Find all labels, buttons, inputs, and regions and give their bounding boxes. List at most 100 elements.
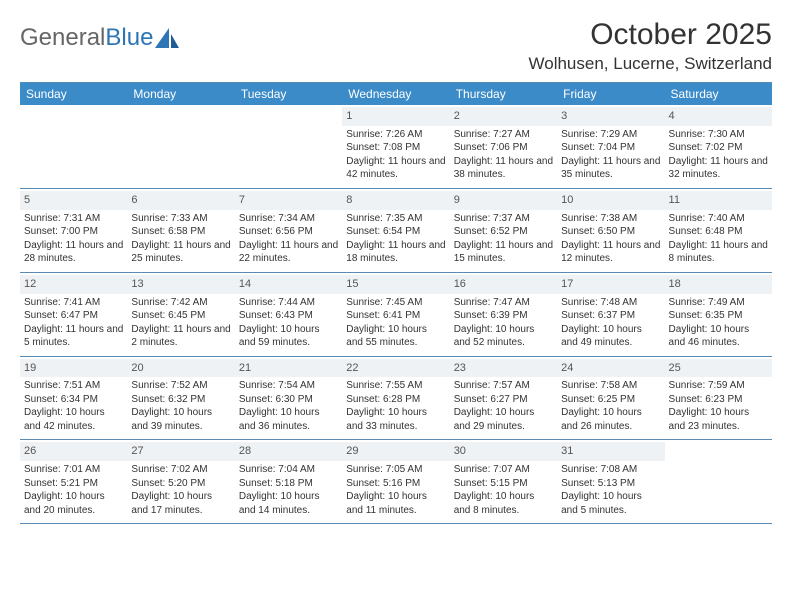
sunset-text: Sunset: 6:39 PM — [454, 309, 553, 323]
day-number: 13 — [127, 275, 234, 294]
sunrise-text: Sunrise: 7:02 AM — [131, 463, 230, 477]
sunrise-text: Sunrise: 7:27 AM — [454, 128, 553, 142]
sunrise-text: Sunrise: 7:51 AM — [24, 379, 123, 393]
calendar-cell: 25Sunrise: 7:59 AMSunset: 6:23 PMDayligh… — [665, 356, 772, 440]
day-number: 11 — [665, 191, 772, 210]
calendar-cell — [665, 440, 772, 524]
day-number: 8 — [342, 191, 449, 210]
calendar-body: 1Sunrise: 7:26 AMSunset: 7:08 PMDaylight… — [20, 105, 772, 524]
calendar-cell: 30Sunrise: 7:07 AMSunset: 5:15 PMDayligh… — [450, 440, 557, 524]
daylight-text: Daylight: 10 hours and 17 minutes. — [131, 490, 230, 517]
calendar-cell: 20Sunrise: 7:52 AMSunset: 6:32 PMDayligh… — [127, 356, 234, 440]
day-number: 15 — [342, 275, 449, 294]
daylight-text: Daylight: 10 hours and 39 minutes. — [131, 406, 230, 433]
sunrise-text: Sunrise: 7:07 AM — [454, 463, 553, 477]
calendar-cell: 23Sunrise: 7:57 AMSunset: 6:27 PMDayligh… — [450, 356, 557, 440]
daylight-text: Daylight: 11 hours and 2 minutes. — [131, 323, 230, 350]
day-info: Sunrise: 7:30 AMSunset: 7:02 PMDaylight:… — [669, 128, 768, 182]
day-header: Tuesday — [235, 83, 342, 106]
day-info: Sunrise: 7:34 AMSunset: 6:56 PMDaylight:… — [239, 212, 338, 266]
daylight-text: Daylight: 10 hours and 49 minutes. — [561, 323, 660, 350]
daylight-text: Daylight: 11 hours and 38 minutes. — [454, 155, 553, 182]
calendar-cell: 3Sunrise: 7:29 AMSunset: 7:04 PMDaylight… — [557, 105, 664, 188]
day-number: 18 — [665, 275, 772, 294]
day-number: 30 — [450, 442, 557, 461]
sunset-text: Sunset: 6:56 PM — [239, 225, 338, 239]
sunset-text: Sunset: 7:06 PM — [454, 141, 553, 155]
sunrise-text: Sunrise: 7:49 AM — [669, 296, 768, 310]
day-header-row: Sunday Monday Tuesday Wednesday Thursday… — [20, 83, 772, 106]
daylight-text: Daylight: 10 hours and 46 minutes. — [669, 323, 768, 350]
sunset-text: Sunset: 6:35 PM — [669, 309, 768, 323]
day-number: 2 — [450, 107, 557, 126]
day-info: Sunrise: 7:44 AMSunset: 6:43 PMDaylight:… — [239, 296, 338, 350]
calendar-cell: 9Sunrise: 7:37 AMSunset: 6:52 PMDaylight… — [450, 188, 557, 272]
sunrise-text: Sunrise: 7:55 AM — [346, 379, 445, 393]
sunrise-text: Sunrise: 7:48 AM — [561, 296, 660, 310]
daylight-text: Daylight: 10 hours and 33 minutes. — [346, 406, 445, 433]
day-number: 14 — [235, 275, 342, 294]
sunset-text: Sunset: 5:21 PM — [24, 477, 123, 491]
daylight-text: Daylight: 11 hours and 18 minutes. — [346, 239, 445, 266]
sunset-text: Sunset: 6:27 PM — [454, 393, 553, 407]
sunrise-text: Sunrise: 7:44 AM — [239, 296, 338, 310]
day-number: 5 — [20, 191, 127, 210]
day-info: Sunrise: 7:59 AMSunset: 6:23 PMDaylight:… — [669, 379, 768, 433]
calendar-cell: 28Sunrise: 7:04 AMSunset: 5:18 PMDayligh… — [235, 440, 342, 524]
sunrise-text: Sunrise: 7:35 AM — [346, 212, 445, 226]
sunset-text: Sunset: 6:25 PM — [561, 393, 660, 407]
daylight-text: Daylight: 11 hours and 15 minutes. — [454, 239, 553, 266]
sunset-text: Sunset: 6:28 PM — [346, 393, 445, 407]
day-number: 17 — [557, 275, 664, 294]
calendar-cell: 13Sunrise: 7:42 AMSunset: 6:45 PMDayligh… — [127, 272, 234, 356]
sunset-text: Sunset: 6:41 PM — [346, 309, 445, 323]
day-number: 9 — [450, 191, 557, 210]
daylight-text: Daylight: 10 hours and 52 minutes. — [454, 323, 553, 350]
month-title: October 2025 — [529, 18, 773, 52]
sunset-text: Sunset: 5:13 PM — [561, 477, 660, 491]
day-number: 6 — [127, 191, 234, 210]
daylight-text: Daylight: 10 hours and 5 minutes. — [561, 490, 660, 517]
day-info: Sunrise: 7:49 AMSunset: 6:35 PMDaylight:… — [669, 296, 768, 350]
sunset-text: Sunset: 5:20 PM — [131, 477, 230, 491]
daylight-text: Daylight: 11 hours and 25 minutes. — [131, 239, 230, 266]
calendar-cell: 19Sunrise: 7:51 AMSunset: 6:34 PMDayligh… — [20, 356, 127, 440]
day-number: 16 — [450, 275, 557, 294]
location: Wolhusen, Lucerne, Switzerland — [529, 54, 773, 74]
calendar-cell: 4 Sunrise: 7:30 AMSunset: 7:02 PMDaylight… — [665, 105, 772, 188]
day-info: Sunrise: 7:51 AMSunset: 6:34 PMDaylight:… — [24, 379, 123, 433]
day-info: Sunrise: 7:48 AMSunset: 6:37 PMDaylight:… — [561, 296, 660, 350]
day-number: 4 — [665, 107, 772, 126]
day-info: Sunrise: 7:35 AMSunset: 6:54 PMDaylight:… — [346, 212, 445, 266]
day-info: Sunrise: 7:40 AMSunset: 6:48 PMDaylight:… — [669, 212, 768, 266]
day-info: Sunrise: 7:02 AMSunset: 5:20 PMDaylight:… — [131, 463, 230, 517]
day-info: Sunrise: 7:58 AMSunset: 6:25 PMDaylight:… — [561, 379, 660, 433]
logo-sail-icon — [155, 28, 181, 48]
daylight-text: Daylight: 10 hours and 36 minutes. — [239, 406, 338, 433]
daylight-text: Daylight: 10 hours and 8 minutes. — [454, 490, 553, 517]
sunset-text: Sunset: 6:52 PM — [454, 225, 553, 239]
sunrise-text: Sunrise: 7:26 AM — [346, 128, 445, 142]
calendar-cell: 14 Sunrise: 7:44 AMSunset: 6:43 PMDayligh… — [235, 272, 342, 356]
calendar-cell: 8 Sunrise: 7:35 AMSunset: 6:54 PMDaylight… — [342, 188, 449, 272]
day-number: 25 — [665, 359, 772, 378]
daylight-text: Daylight: 10 hours and 14 minutes. — [239, 490, 338, 517]
daylight-text: Daylight: 11 hours and 32 minutes. — [669, 155, 768, 182]
day-number: 23 — [450, 359, 557, 378]
calendar-cell: 18 Sunrise: 7:49 AMSunset: 6:35 PMDayligh… — [665, 272, 772, 356]
sunrise-text: Sunrise: 7:45 AM — [346, 296, 445, 310]
calendar-row: 12Sunrise: 7:41 AMSunset: 6:47 PMDayligh… — [20, 272, 772, 356]
sunset-text: Sunset: 7:00 PM — [24, 225, 123, 239]
daylight-text: Daylight: 10 hours and 26 minutes. — [561, 406, 660, 433]
day-header: Saturday — [665, 83, 772, 106]
day-number: 31 — [557, 442, 664, 461]
day-number: 24 — [557, 359, 664, 378]
calendar-cell: 29Sunrise: 7:05 AMSunset: 5:16 PMDayligh… — [342, 440, 449, 524]
sunrise-text: Sunrise: 7:33 AM — [131, 212, 230, 226]
sunset-text: Sunset: 6:58 PM — [131, 225, 230, 239]
daylight-text: Daylight: 10 hours and 23 minutes. — [669, 406, 768, 433]
sunrise-text: Sunrise: 7:41 AM — [24, 296, 123, 310]
sunrise-text: Sunrise: 7:08 AM — [561, 463, 660, 477]
sunrise-text: Sunrise: 7:05 AM — [346, 463, 445, 477]
calendar-row: 1Sunrise: 7:26 AMSunset: 7:08 PMDaylight… — [20, 105, 772, 188]
